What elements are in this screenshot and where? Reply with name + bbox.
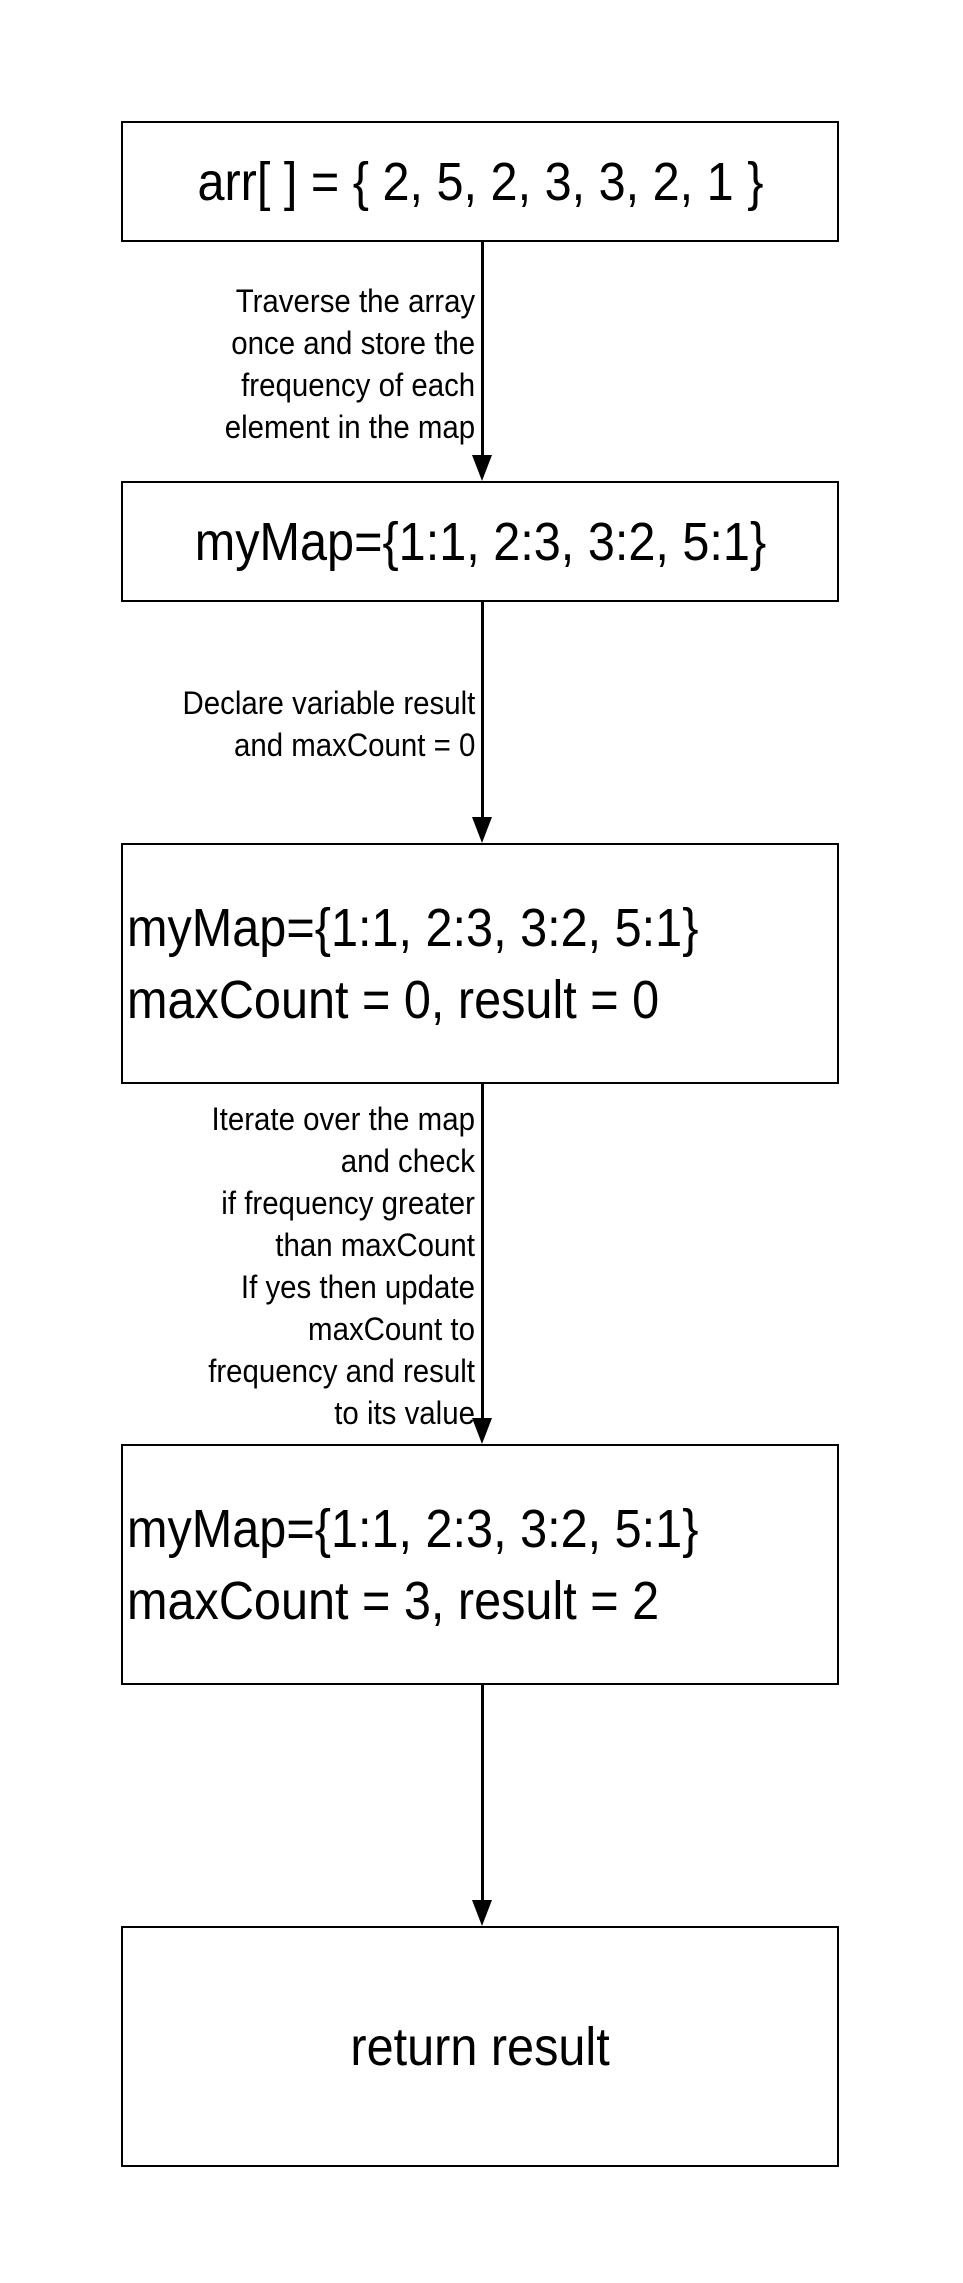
node-map-final: myMap={1:1, 2:3, 3:2, 5:1} maxCount = 3,… xyxy=(121,1444,839,1685)
edge-line xyxy=(481,1084,484,1420)
edge-label-iterate: Iterate over the map and check if freque… xyxy=(208,1098,475,1434)
label-line: frequency and result xyxy=(208,1353,475,1389)
node-map-init: myMap={1:1, 2:3, 3:2, 5:1} maxCount = 0,… xyxy=(121,843,839,1084)
arrowhead-icon xyxy=(472,1418,492,1444)
node-text: maxCount = 3, result = 2 xyxy=(127,1570,660,1631)
label-line: if frequency greater xyxy=(221,1185,475,1221)
edge-label-traverse: Traverse the array once and store the fr… xyxy=(225,280,475,448)
node-text: arr[ ] = { 2, 5, 2, 3, 3, 2, 1 } xyxy=(196,151,763,212)
label-line: to its value xyxy=(334,1395,475,1431)
edge-line xyxy=(481,1685,484,1902)
node-text: return result xyxy=(350,2016,610,2077)
node-text: myMap={1:1, 2:3, 3:2, 5:1} xyxy=(194,511,766,572)
node-map: myMap={1:1, 2:3, 3:2, 5:1} xyxy=(121,481,839,602)
arrowhead-icon xyxy=(472,1900,492,1926)
label-line: frequency of each xyxy=(240,367,475,403)
label-line: maxCount to xyxy=(308,1311,475,1347)
label-line: Declare variable result xyxy=(182,685,475,721)
label-line: and check xyxy=(340,1143,475,1179)
label-line: Iterate over the map xyxy=(211,1101,475,1137)
label-line: and maxCount = 0 xyxy=(233,727,475,763)
label-line: Traverse the array xyxy=(235,283,475,319)
node-return: return result xyxy=(121,1926,839,2167)
label-line: once and store the xyxy=(231,325,475,361)
label-line: element in the map xyxy=(224,409,475,445)
node-text: myMap={1:1, 2:3, 3:2, 5:1} xyxy=(127,1498,699,1559)
node-array: arr[ ] = { 2, 5, 2, 3, 3, 2, 1 } xyxy=(121,121,839,242)
edge-label-declare: Declare variable result and maxCount = 0 xyxy=(182,682,475,766)
node-text: maxCount = 0, result = 0 xyxy=(127,969,660,1030)
arrowhead-icon xyxy=(472,817,492,843)
label-line: If yes then update xyxy=(240,1269,475,1305)
arrowhead-icon xyxy=(472,455,492,481)
edge-line xyxy=(481,242,484,457)
label-line: than maxCount xyxy=(275,1227,475,1263)
node-text: myMap={1:1, 2:3, 3:2, 5:1} xyxy=(127,897,699,958)
edge-line xyxy=(481,602,484,819)
